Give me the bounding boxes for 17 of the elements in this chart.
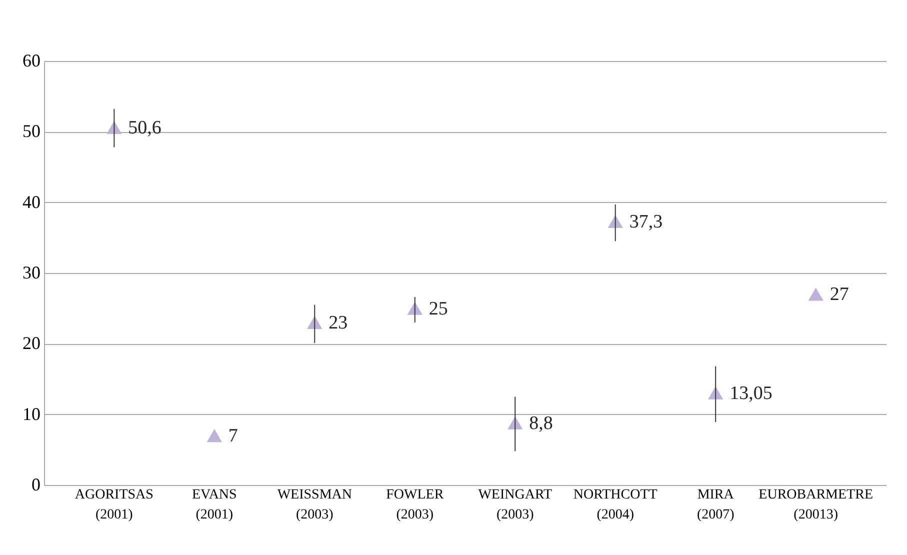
- y-tick-label: 10: [22, 404, 40, 424]
- data-label: 23: [328, 312, 348, 334]
- data-label: 37,3: [629, 211, 663, 232]
- y-tick-label: 0: [32, 474, 40, 494]
- data-label: 8,8: [529, 412, 553, 434]
- data-label: 27: [830, 284, 849, 306]
- point: [206, 428, 222, 442]
- data-label: 7: [228, 426, 238, 447]
- y-tick-label: 20: [22, 333, 40, 354]
- data-label: 13,05: [730, 382, 772, 404]
- y-tick-label: 30: [22, 262, 40, 282]
- y-tick-label: 40: [22, 192, 40, 212]
- data-label: 50,6: [128, 117, 162, 138]
- point: [808, 288, 824, 301]
- y-tick-label: 60: [22, 50, 40, 70]
- y-tick-label: 50: [22, 121, 40, 142]
- data-label: 25: [428, 298, 448, 320]
